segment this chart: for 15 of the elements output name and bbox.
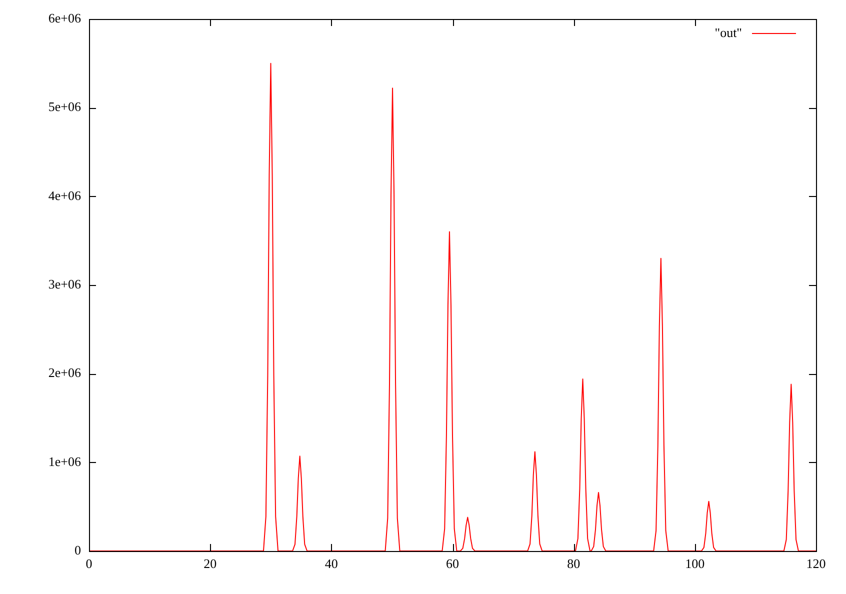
y-tick-label: 6e+06 [48, 10, 82, 26]
x-tick-label: 120 [806, 556, 826, 572]
x-tick-label: 0 [86, 556, 92, 572]
y-tick-label: 3e+06 [48, 276, 82, 292]
x-tick-label: 40 [324, 556, 338, 572]
y-tick-label: 4e+06 [48, 188, 82, 203]
y-tick-label: 1e+06 [48, 454, 82, 469]
x-tick-label: 100 [685, 556, 705, 572]
y-tick-label: 0 [74, 542, 81, 558]
x-tick-label: 60 [446, 556, 459, 572]
x-tick-label: 80 [567, 556, 580, 572]
y-tick-label: 5e+06 [48, 99, 82, 114]
legend-label: "out" [714, 25, 742, 41]
x-tick-label: 20 [204, 556, 217, 572]
y-tick-label: 2e+06 [48, 365, 82, 380]
